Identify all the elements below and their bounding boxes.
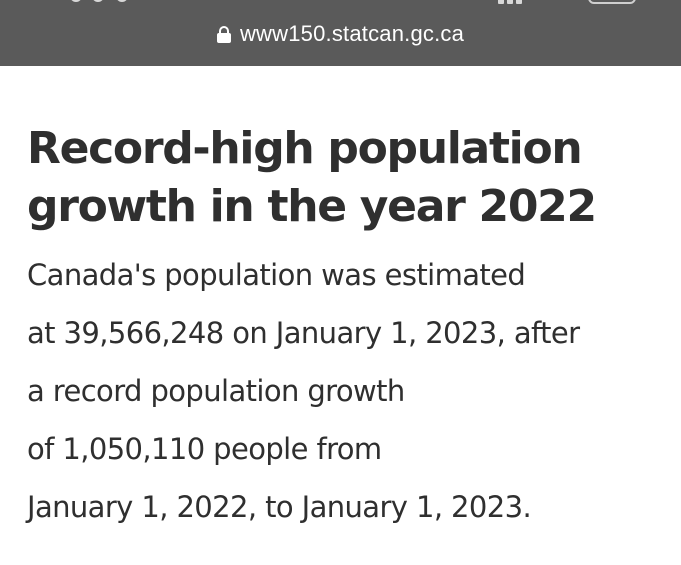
article: Record-high population growth in the yea…	[27, 120, 657, 536]
battery-icon	[588, 0, 636, 4]
body-line: January 1, 2022, to January 1, 2023.	[27, 490, 532, 524]
headline-line: Record-high population	[27, 123, 583, 174]
body-line: a record population growth	[27, 374, 405, 408]
article-headline: Record-high population growth in the yea…	[27, 120, 657, 236]
browser-address-bar[interactable]: www150.statcan.gc.ca	[0, 0, 681, 66]
url-text: www150.statcan.gc.ca	[239, 21, 465, 46]
signal-icon	[498, 0, 538, 4]
url-display[interactable]: www150.statcan.gc.ca	[0, 20, 681, 48]
headline-line: growth in the year 2022	[27, 181, 597, 232]
status-bar-time	[70, 0, 144, 4]
article-body: Canada's population was estimated at 39,…	[27, 246, 657, 536]
body-line: Canada's population was estimated	[27, 258, 526, 292]
body-line: of 1,050,110 people from	[27, 432, 382, 466]
lock-icon	[216, 26, 231, 43]
body-line: at 39,566,248 on January 1, 2023, after	[27, 316, 580, 350]
